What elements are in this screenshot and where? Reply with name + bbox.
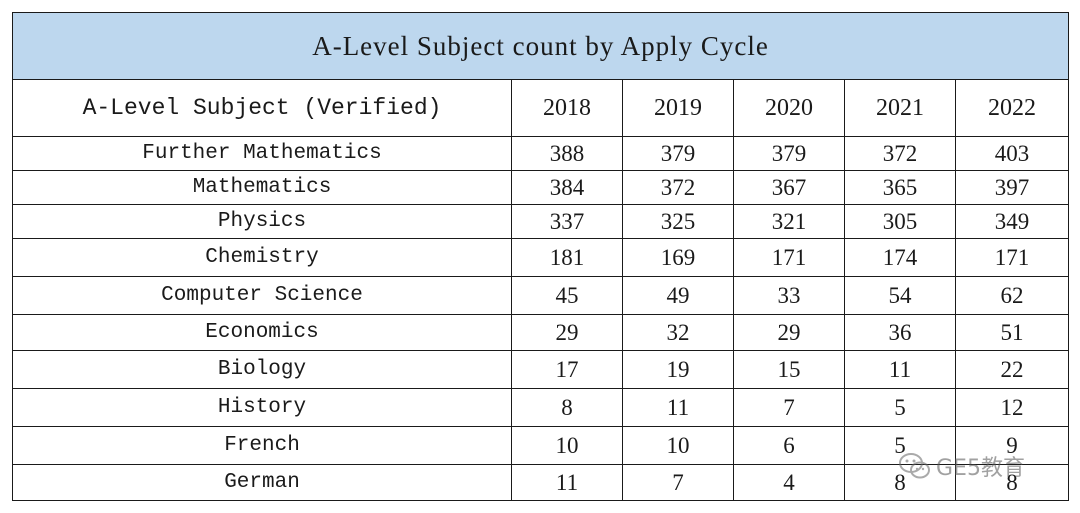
value-cell: 7 bbox=[622, 464, 734, 501]
table-row: History 8 11 7 5 12 bbox=[12, 388, 1070, 427]
table-row: Mathematics 384 372 367 365 397 bbox=[12, 170, 1070, 205]
year-header-2022: 2022 bbox=[954, 79, 1070, 137]
subject-cell: History bbox=[12, 388, 512, 427]
value-cell: 5 bbox=[844, 426, 956, 465]
value-cell: 62 bbox=[954, 276, 1070, 315]
value-cell: 10 bbox=[511, 426, 623, 465]
table-row: Computer Science 45 49 33 54 62 bbox=[12, 276, 1070, 315]
subject-count-table: A-Level Subject count by Apply Cycle A-L… bbox=[11, 12, 1070, 501]
subject-cell: French bbox=[12, 426, 512, 465]
subject-cell: Mathematics bbox=[12, 170, 512, 205]
value-cell: 22 bbox=[954, 350, 1070, 389]
table-row: German 11 7 4 8 8 bbox=[12, 464, 1070, 501]
value-cell: 8 bbox=[511, 388, 623, 427]
value-cell: 379 bbox=[733, 136, 845, 171]
value-cell: 19 bbox=[622, 350, 734, 389]
value-cell: 9 bbox=[954, 426, 1070, 465]
value-cell: 372 bbox=[622, 170, 734, 205]
year-header-2019: 2019 bbox=[622, 79, 734, 137]
value-cell: 5 bbox=[844, 388, 956, 427]
value-cell: 397 bbox=[954, 170, 1070, 205]
value-cell: 8 bbox=[954, 464, 1070, 501]
value-cell: 169 bbox=[622, 238, 734, 277]
table-row: Chemistry 181 169 171 174 171 bbox=[12, 238, 1070, 277]
value-cell: 349 bbox=[954, 204, 1070, 239]
value-cell: 372 bbox=[844, 136, 956, 171]
value-cell: 15 bbox=[733, 350, 845, 389]
value-cell: 29 bbox=[733, 314, 845, 351]
value-cell: 367 bbox=[733, 170, 845, 205]
subject-column-header: A-Level Subject (Verified) bbox=[12, 79, 512, 137]
watermark: GE5教育 bbox=[898, 450, 1025, 482]
value-cell: 171 bbox=[954, 238, 1070, 277]
value-cell: 45 bbox=[511, 276, 623, 315]
value-cell: 29 bbox=[511, 314, 623, 351]
subject-cell: Economics bbox=[12, 314, 512, 351]
value-cell: 388 bbox=[511, 136, 623, 171]
table-row: Biology 17 19 15 11 22 bbox=[12, 350, 1070, 389]
value-cell: 171 bbox=[733, 238, 845, 277]
value-cell: 174 bbox=[844, 238, 956, 277]
table-row: Physics 337 325 321 305 349 bbox=[12, 204, 1070, 239]
value-cell: 33 bbox=[733, 276, 845, 315]
value-cell: 51 bbox=[954, 314, 1070, 351]
value-cell: 12 bbox=[954, 388, 1070, 427]
subject-cell: Chemistry bbox=[12, 238, 512, 277]
year-header-2020: 2020 bbox=[733, 79, 845, 137]
subject-cell: Biology bbox=[12, 350, 512, 389]
value-cell: 6 bbox=[733, 426, 845, 465]
table-row: Further Mathematics 388 379 379 372 403 bbox=[12, 136, 1070, 171]
header-row: A-Level Subject (Verified) 2018 2019 202… bbox=[12, 79, 1070, 137]
value-cell: 11 bbox=[844, 350, 956, 389]
value-cell: 337 bbox=[511, 204, 623, 239]
value-cell: 181 bbox=[511, 238, 623, 277]
value-cell: 403 bbox=[954, 136, 1070, 171]
table-title: A-Level Subject count by Apply Cycle bbox=[11, 12, 1070, 80]
value-cell: 11 bbox=[511, 464, 623, 501]
subject-cell: Physics bbox=[12, 204, 512, 239]
value-cell: 379 bbox=[622, 136, 734, 171]
value-cell: 10 bbox=[622, 426, 734, 465]
subject-cell: Further Mathematics bbox=[12, 136, 512, 171]
value-cell: 321 bbox=[733, 204, 845, 239]
table-row: French 10 10 6 5 9 bbox=[12, 426, 1070, 465]
value-cell: 365 bbox=[844, 170, 956, 205]
value-cell: 325 bbox=[622, 204, 734, 239]
table-row: Economics 29 32 29 36 51 bbox=[12, 314, 1070, 351]
value-cell: 305 bbox=[844, 204, 956, 239]
table-container: A-Level Subject count by Apply Cycle A-L… bbox=[11, 12, 1070, 501]
year-header-2018: 2018 bbox=[511, 79, 623, 137]
subject-cell: Computer Science bbox=[12, 276, 512, 315]
year-header-2021: 2021 bbox=[844, 79, 956, 137]
value-cell: 4 bbox=[733, 464, 845, 501]
value-cell: 7 bbox=[733, 388, 845, 427]
value-cell: 384 bbox=[511, 170, 623, 205]
value-cell: 11 bbox=[622, 388, 734, 427]
subject-cell: German bbox=[12, 464, 512, 501]
value-cell: 49 bbox=[622, 276, 734, 315]
value-cell: 36 bbox=[844, 314, 956, 351]
value-cell: 32 bbox=[622, 314, 734, 351]
value-cell: 17 bbox=[511, 350, 623, 389]
title-row: A-Level Subject count by Apply Cycle bbox=[11, 12, 1070, 80]
value-cell: 54 bbox=[844, 276, 956, 315]
watermark-text: GE5教育 bbox=[936, 456, 1025, 481]
wechat-icon bbox=[899, 453, 930, 479]
